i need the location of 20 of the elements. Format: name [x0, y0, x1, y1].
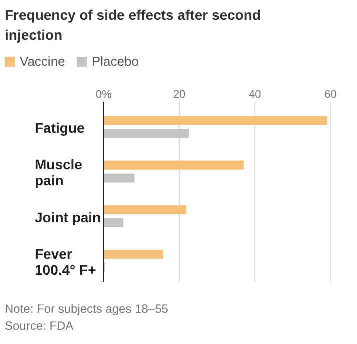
- chart-title: Frequency of side effects after second injection: [5, 7, 261, 43]
- legend-label: Placebo: [92, 54, 139, 69]
- y-tick-label: Fever 100.4° F+: [35, 246, 96, 278]
- x-tick-label: 0%: [96, 89, 112, 101]
- bar: [104, 116, 328, 126]
- bar: [104, 129, 190, 138]
- text: Note: For subjects ages 18–55: [5, 302, 169, 316]
- x-tick-label: 20: [173, 89, 186, 101]
- bar: [104, 218, 124, 228]
- legend-label: Vaccine: [20, 54, 66, 69]
- y-tick-label: Muscle pain: [35, 156, 83, 189]
- bar: [104, 250, 164, 260]
- bar: [104, 160, 244, 170]
- x-tick-label: 40: [249, 89, 262, 101]
- x-tick-label: 60: [324, 89, 337, 101]
- bar: [104, 174, 135, 183]
- source-note: Source: FDA: [5, 319, 74, 333]
- y-tick-label: Fatigue: [35, 120, 85, 136]
- y-tick-label: Joint pain: [35, 209, 102, 226]
- bar: [104, 205, 186, 214]
